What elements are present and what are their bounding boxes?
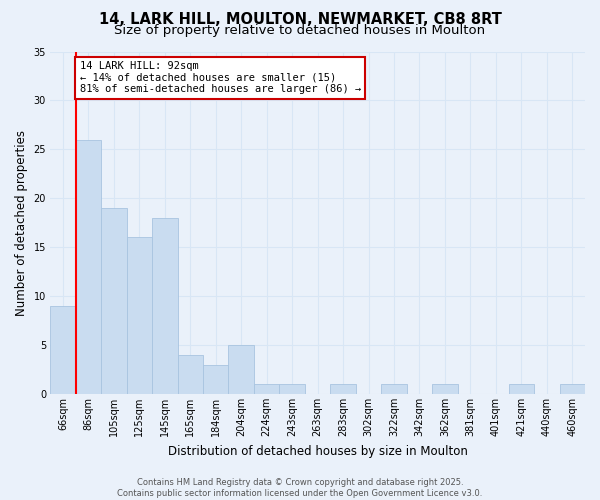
Bar xyxy=(381,384,407,394)
Bar xyxy=(560,384,585,394)
Bar xyxy=(331,384,356,394)
X-axis label: Distribution of detached houses by size in Moulton: Distribution of detached houses by size … xyxy=(167,444,467,458)
Bar xyxy=(229,345,254,394)
Text: 14 LARK HILL: 92sqm
← 14% of detached houses are smaller (15)
81% of semi-detach: 14 LARK HILL: 92sqm ← 14% of detached ho… xyxy=(80,62,361,94)
Text: 14, LARK HILL, MOULTON, NEWMARKET, CB8 8RT: 14, LARK HILL, MOULTON, NEWMARKET, CB8 8… xyxy=(98,12,502,28)
Bar xyxy=(203,364,229,394)
Bar xyxy=(50,306,76,394)
Text: Size of property relative to detached houses in Moulton: Size of property relative to detached ho… xyxy=(115,24,485,37)
Bar xyxy=(509,384,534,394)
Bar xyxy=(101,208,127,394)
Y-axis label: Number of detached properties: Number of detached properties xyxy=(15,130,28,316)
Text: Contains HM Land Registry data © Crown copyright and database right 2025.
Contai: Contains HM Land Registry data © Crown c… xyxy=(118,478,482,498)
Bar xyxy=(254,384,280,394)
Bar xyxy=(127,238,152,394)
Bar xyxy=(152,218,178,394)
Bar xyxy=(432,384,458,394)
Bar xyxy=(280,384,305,394)
Bar xyxy=(76,140,101,394)
Bar xyxy=(178,355,203,394)
